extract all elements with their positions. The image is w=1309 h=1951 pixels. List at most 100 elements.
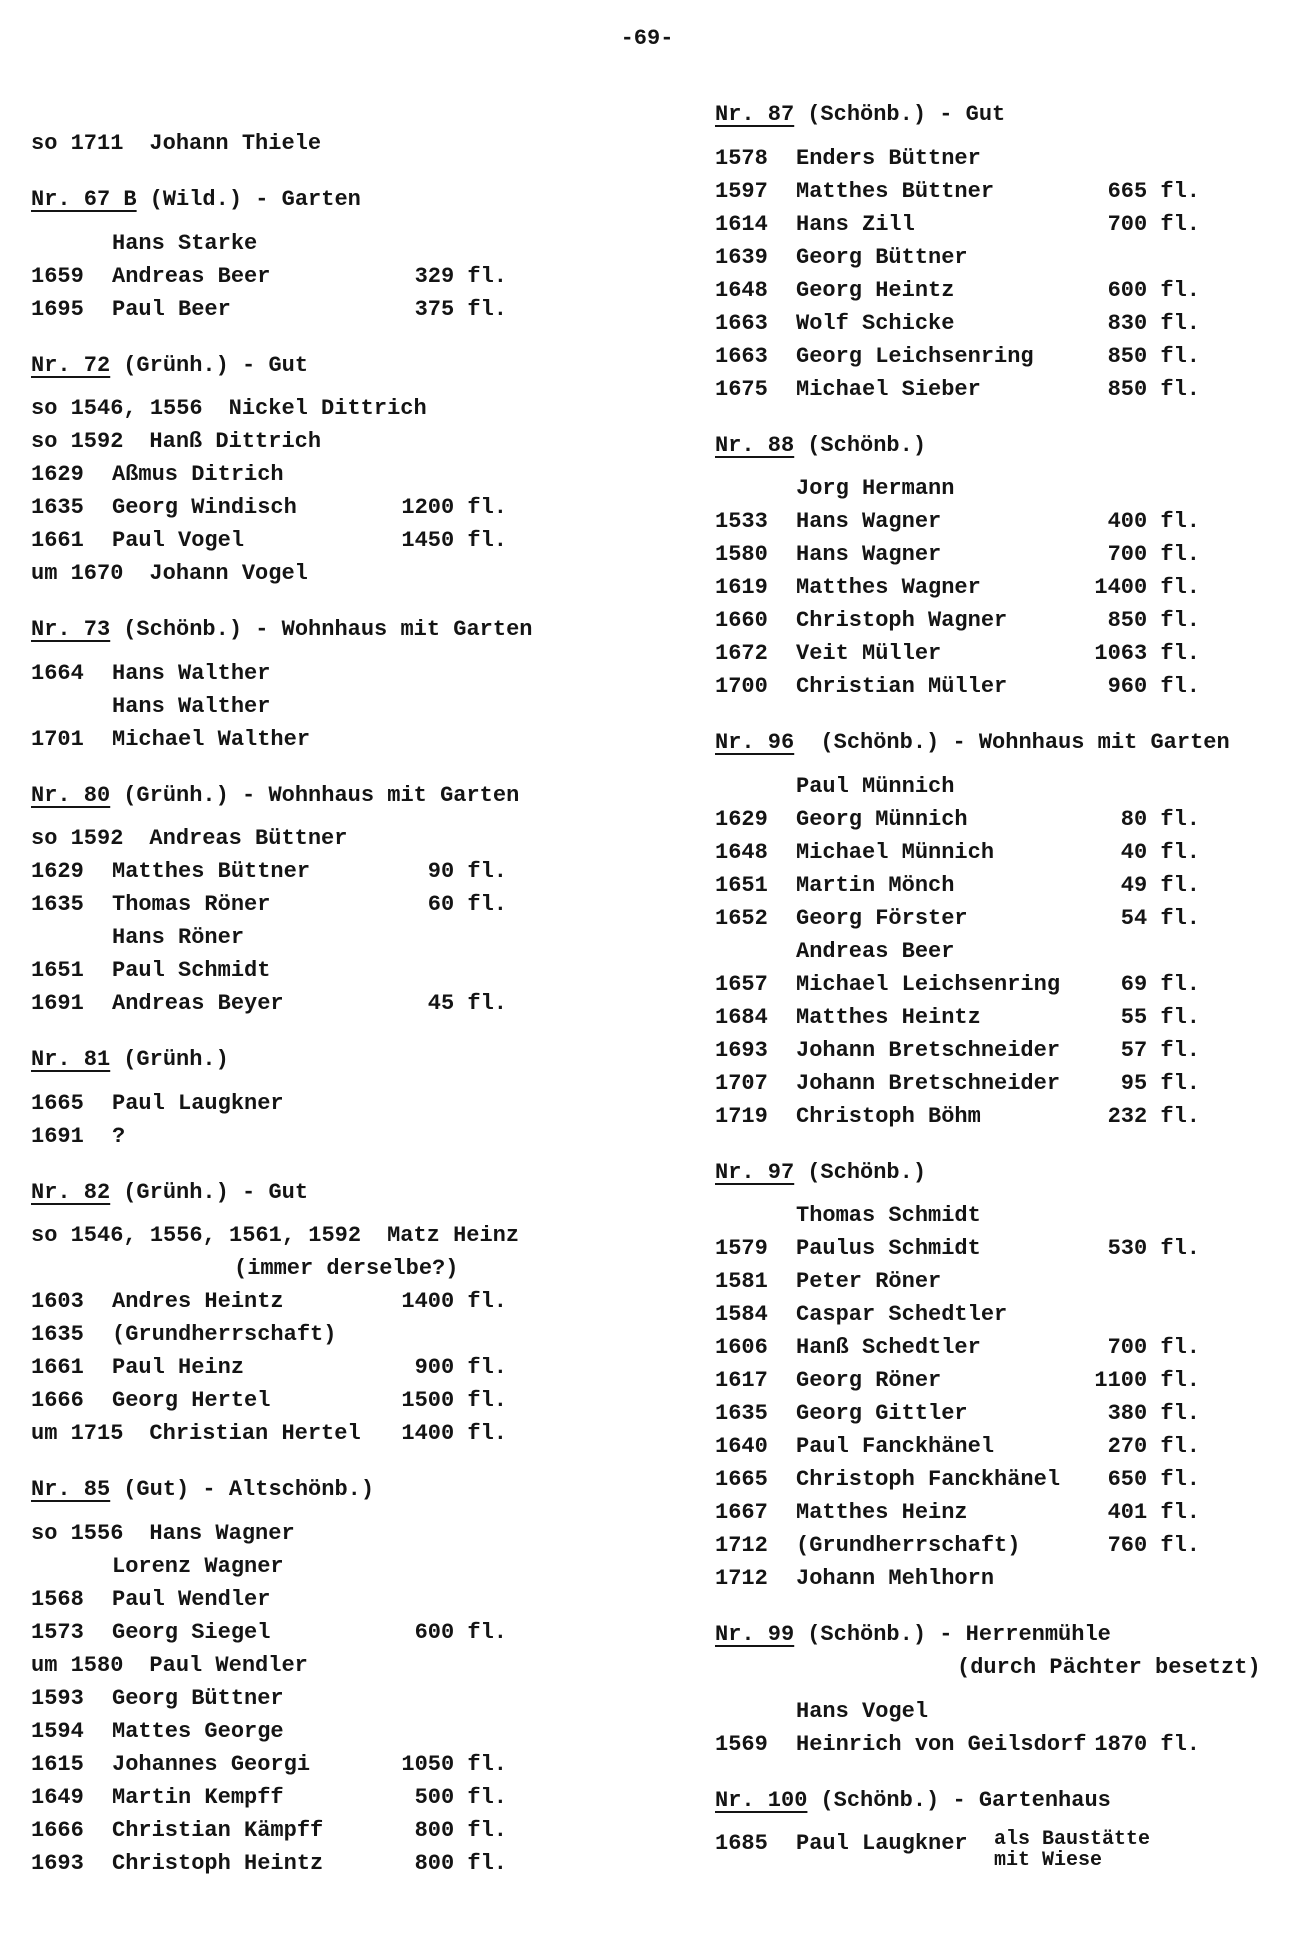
owner-year: 1684 (715, 1004, 768, 1030)
property-heading: Nr. 88 (Schönb.) (715, 429, 1305, 462)
owner-name: (Grundherrschaft) (112, 1322, 337, 1347)
property-number: Nr. 73 (31, 617, 111, 642)
owner-year: 1693 (715, 1037, 768, 1063)
owner-year: 1569 (715, 1731, 768, 1757)
owner-name: Georg Leichsenring (796, 343, 1034, 369)
owner-row: 1701 Michael Walther (31, 723, 631, 756)
owner-row: 1651 Paul Schmidt (31, 954, 631, 987)
owner-row: Thomas Schmidt (715, 1199, 1305, 1232)
owner-name: Hanß Dittrich (149, 429, 322, 454)
owner-row: 1619 Matthes Wagner 1400 fl. (715, 571, 1305, 604)
price-value: 400 fl. (1107, 509, 1200, 534)
owner-name: Paul Münnich (796, 773, 955, 799)
remark-line: mit Wiese (994, 1849, 1103, 1872)
owner-name: Paul Beer (112, 296, 231, 322)
price-value: 1400 fl. (401, 1421, 507, 1446)
property-heading: Nr. 85 (Gut) - Altschönb.) (31, 1473, 631, 1506)
property-number: Nr. 88 (715, 432, 795, 458)
price-value: 830 fl. (1107, 310, 1200, 336)
owner-year: 1629 (31, 462, 84, 487)
owner-year: 1652 (715, 905, 768, 931)
owner-year: 1712 (715, 1533, 768, 1558)
property-entry: Nr. 88 (Schönb.) Jorg Hermann 1533 Hans Wagn… (715, 429, 1305, 704)
owner-row: 1661 Paul Vogel 1450 fl. (31, 524, 631, 557)
property-entry: so 1711 Johann Thiele (31, 127, 631, 160)
owner-name: Matthes Heinz (796, 1500, 968, 1525)
price-value: 60 fl. (427, 892, 507, 917)
owner-year: 1651 (715, 872, 768, 898)
property-entry: Nr. 67 B (Wild.) - Garten Hans Starke 1659 A… (31, 183, 631, 326)
owner-year: 1579 (715, 1236, 768, 1261)
owner-name: Hans Wagner (796, 509, 942, 534)
owner-year: 1661 (31, 1355, 84, 1380)
owner-remark: als Baustätte mit Wiese (994, 1829, 1150, 1871)
owner-row: 1657 Michael Leichsenring 69 fl. (715, 968, 1305, 1001)
owner-year: 1648 (715, 277, 768, 303)
property-heading: Nr. 72 (Grünh.) - Gut (31, 349, 631, 382)
owner-year: 1597 (715, 178, 768, 204)
owner-year: so 1546, 1556 (31, 396, 203, 421)
owner-year: 1635 (715, 1401, 768, 1426)
owner-year: 1617 (715, 1368, 768, 1393)
property-number: Nr. 97 (715, 1159, 795, 1185)
owner-row: 1675 Michael Sieber 850 fl. (715, 373, 1305, 406)
owner-name: Andres Heintz (112, 1289, 284, 1314)
owner-name: Nickel Dittrich (228, 396, 427, 421)
owner-row: so 1592 Andreas Büttner (31, 822, 631, 855)
price-value: 500 fl. (414, 1784, 507, 1810)
owner-year: 1691 (31, 1123, 84, 1149)
property-description: (Grünh.) - Wohnhaus mit Garten (123, 782, 520, 808)
owner-name: Caspar Schedtler (796, 1302, 1008, 1327)
price-value: 700 fl. (1107, 211, 1200, 237)
owner-row: 1666 Christian Kämpff 800 fl. (31, 1814, 631, 1847)
right-column: Nr. 87 (Schönb.) - Gut 1578 Enders Büttner 1… (715, 98, 1305, 1871)
owner-row: 1593 Georg Büttner (31, 1682, 631, 1715)
owner-name: Johannes Georgi (112, 1751, 311, 1777)
owner-year: 1603 (31, 1289, 84, 1314)
owner-row: Andreas Beer (715, 935, 1305, 968)
property-number: Nr. 100 (715, 1787, 808, 1813)
owner-name: Georg Gittler (796, 1401, 968, 1426)
owner-year: 1615 (31, 1751, 84, 1777)
owner-year: 1649 (31, 1784, 84, 1810)
owner-row: Hans Vogel (715, 1695, 1305, 1728)
property-entry: Nr. 80 (Grünh.) - Wohnhaus mit Garten so 1… (31, 779, 631, 1021)
owner-year: 1693 (31, 1850, 84, 1876)
owner-year: 1657 (715, 971, 768, 997)
owner-name: Peter Röner (796, 1269, 942, 1294)
owner-row: 1569 Heinrich von Geilsdorf 1870 fl. (715, 1728, 1305, 1761)
property-description: (Schönb.) (807, 1159, 927, 1185)
owner-name: Andreas Beer (112, 263, 271, 289)
price-value: 69 fl. (1120, 971, 1200, 997)
owner-name: Georg Heintz (796, 277, 955, 303)
owner-row: um 1670 Johann Vogel (31, 557, 631, 590)
owner-name: Lorenz Wagner (112, 1553, 284, 1579)
property-number: Nr. 85 (31, 1477, 111, 1502)
owner-row: 1614 Hans Zill 700 fl. (715, 208, 1305, 241)
owner-row: 1648 Georg Heintz 600 fl. (715, 274, 1305, 307)
price-value: 401 fl. (1107, 1500, 1200, 1525)
owner-name: Michael Sieber (796, 376, 981, 402)
owner-row: Hans Walther (31, 690, 631, 723)
owner-name: Enders Büttner (796, 145, 981, 171)
owner-year: 1593 (31, 1685, 84, 1711)
owner-name: Andreas Beer (796, 938, 955, 964)
owner-year: 1648 (715, 839, 768, 865)
owner-name: Mattes George (112, 1718, 284, 1744)
price-value: 55 fl. (1120, 1004, 1200, 1030)
owner-row: 1700 Christian Müller 960 fl. (715, 670, 1305, 703)
property-number: Nr. 67 B (31, 187, 137, 212)
property-entry: Nr. 96 (Schönb.) - Wohnhaus mit Garten Pa… (715, 726, 1305, 1133)
owner-name: Martin Kempff (112, 1784, 284, 1810)
owner-year: 1639 (715, 244, 768, 270)
property-description: (Schönb.) - Gut (807, 102, 1006, 127)
property-description: (Gut) - Altschönb.) (123, 1477, 375, 1502)
owner-row: Lorenz Wagner (31, 1550, 631, 1583)
price-value: 57 fl. (1120, 1037, 1200, 1063)
owner-name: Jorg Hermann (796, 476, 955, 501)
owner-row: 1659 Andreas Beer 329 fl. (31, 260, 631, 293)
owner-row: so 1546, 1556, 1561, 1592 Matz Heinz (31, 1219, 631, 1252)
owner-name: Johann Bretschneider (796, 1037, 1061, 1063)
owner-row: 1672 Veit Müller 1063 fl. (715, 637, 1305, 670)
property-entry: Nr. 85 (Gut) - Altschönb.) so 1556 Hans Wag… (31, 1473, 631, 1880)
